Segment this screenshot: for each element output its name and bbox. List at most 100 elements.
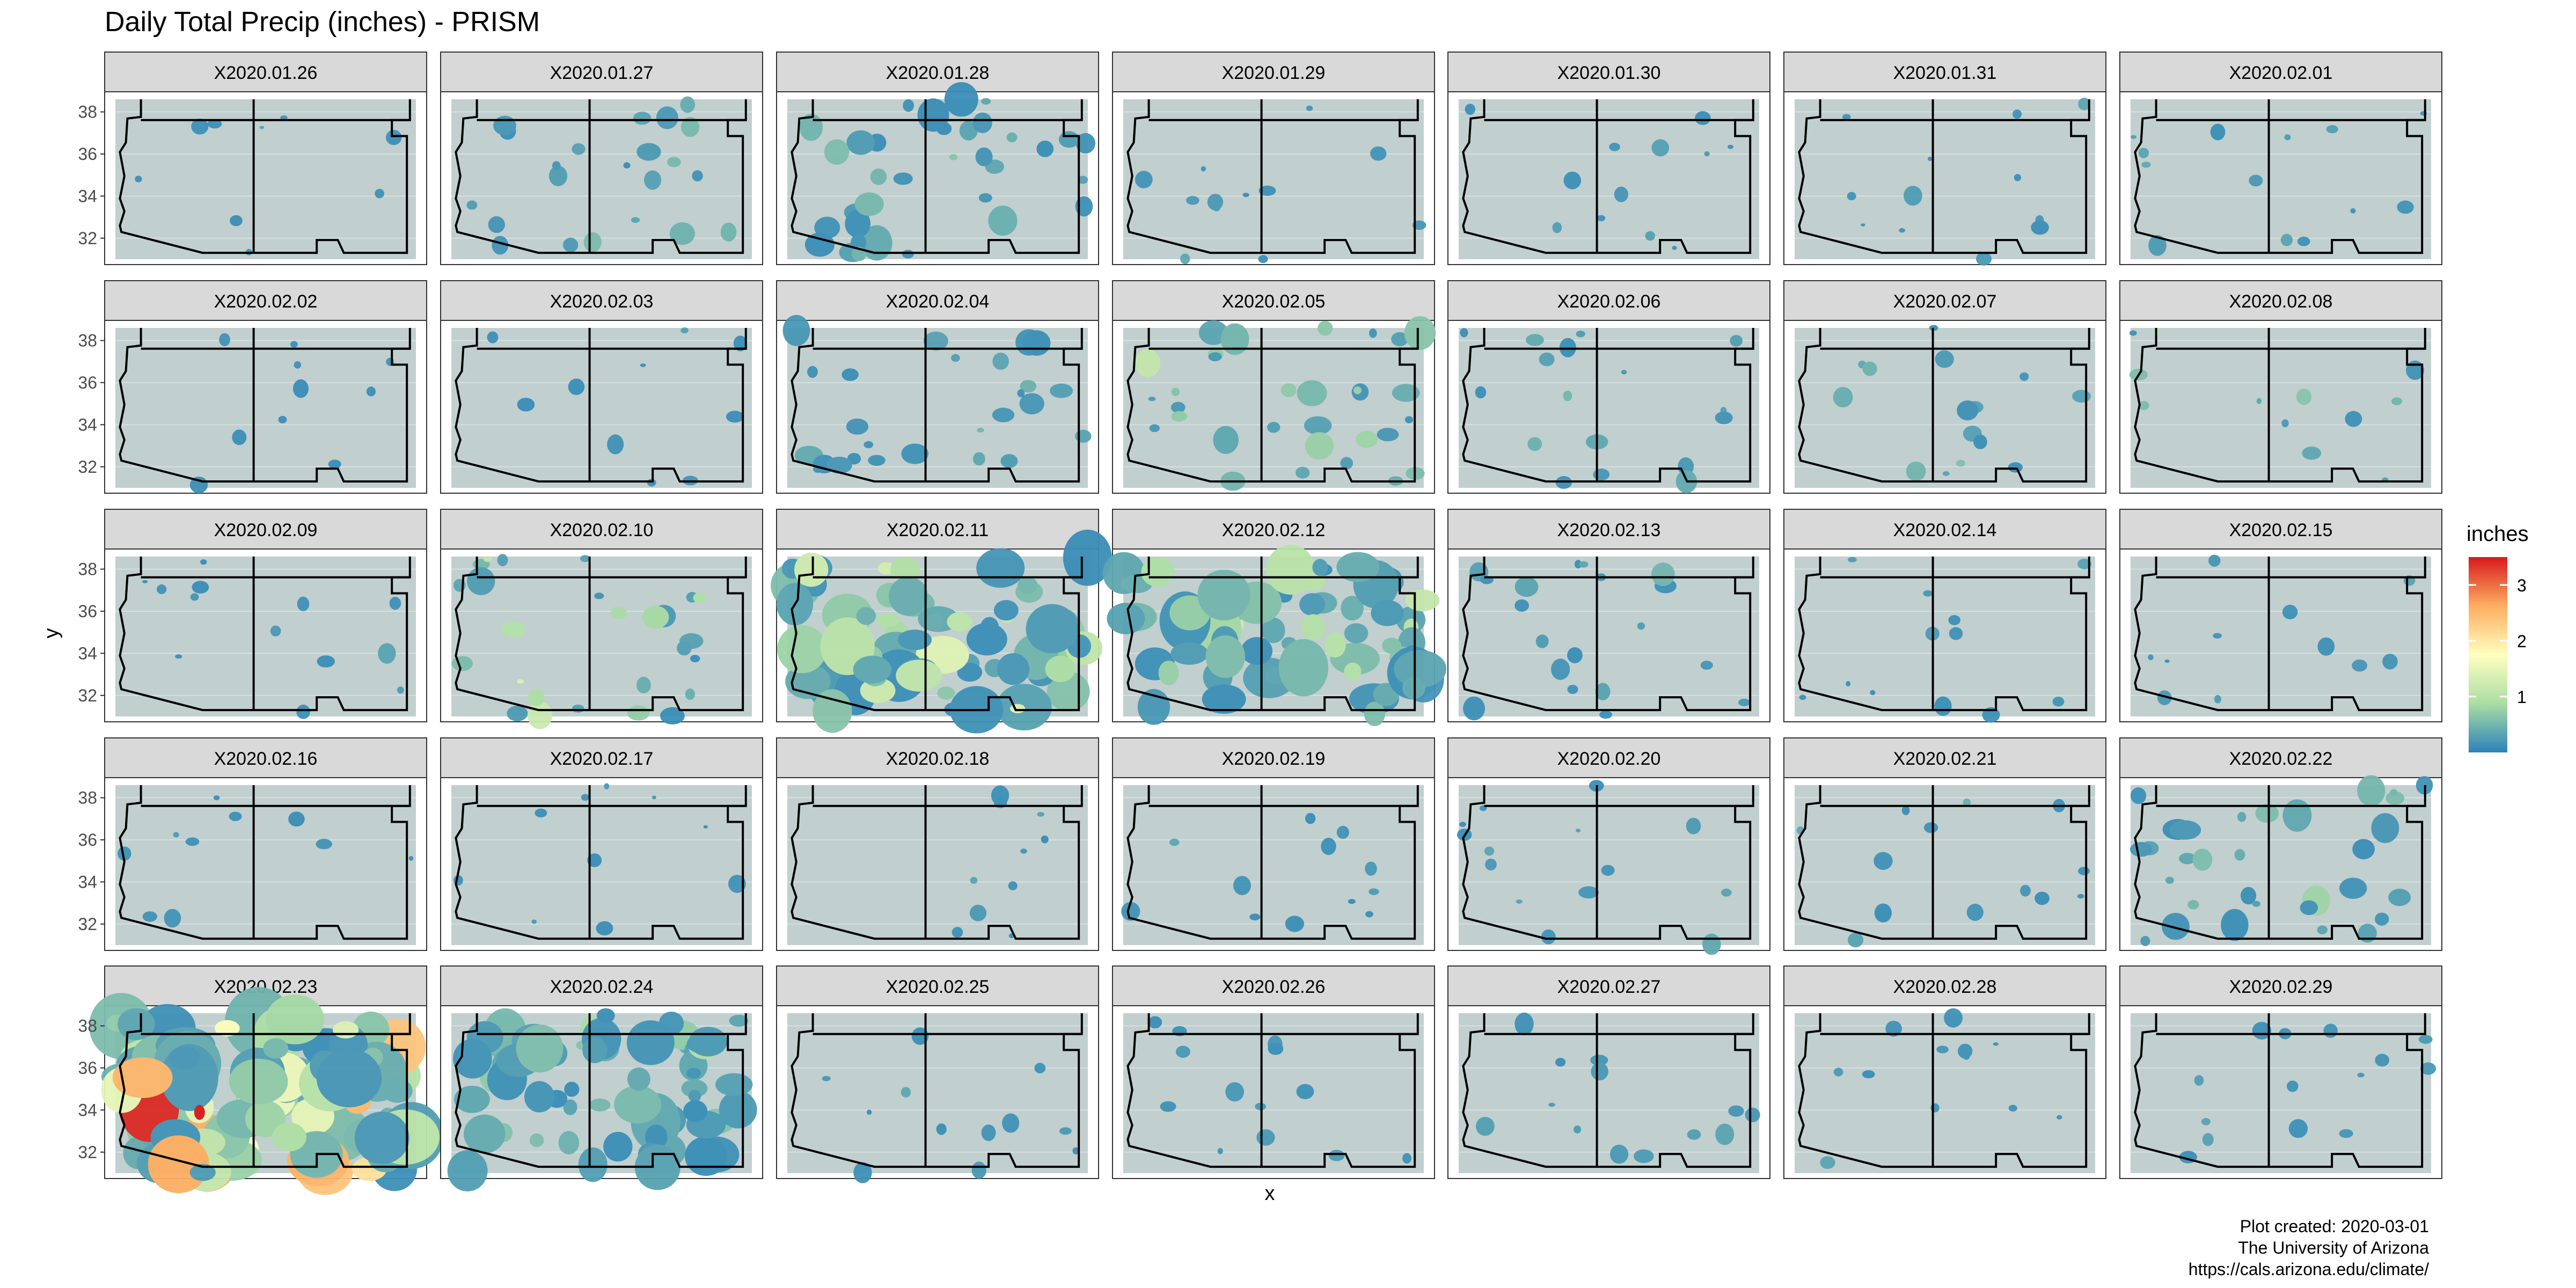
precip-cell — [1296, 1084, 1314, 1100]
precip-cell — [898, 630, 932, 650]
facet-strip — [104, 509, 427, 550]
precip-cell — [2164, 659, 2170, 663]
facet-label: X2020.02.02 — [214, 291, 318, 312]
precip-cell — [1460, 328, 1468, 338]
precip-cell — [1299, 593, 1326, 616]
precip-cell — [719, 1091, 757, 1129]
precip-cell — [296, 704, 310, 719]
precip-cell — [582, 1037, 608, 1063]
precip-cell — [214, 1020, 240, 1037]
precip-cell — [1369, 328, 1377, 338]
precip-cell — [2078, 97, 2090, 111]
precip-cell — [957, 663, 983, 682]
precip-cell — [2339, 877, 2367, 899]
precip-cell — [1567, 647, 1583, 663]
y-tick-label: 32 — [78, 686, 97, 705]
precip-cell — [2148, 654, 2154, 661]
precip-cell — [853, 655, 892, 684]
precip-cell — [1514, 599, 1529, 612]
precip-cell — [1942, 471, 1950, 476]
facet-strip — [1447, 52, 1770, 92]
precip-cell — [604, 783, 610, 789]
facet-strip — [440, 965, 763, 1006]
precip-cell — [1687, 1129, 1701, 1140]
precip-cell — [1225, 1082, 1245, 1102]
facet-panel: X2020.02.21 — [1783, 737, 2106, 951]
map-background — [115, 557, 416, 716]
precip-cell — [2420, 1062, 2436, 1075]
precip-cell — [626, 1020, 675, 1065]
y-tick-label: 36 — [78, 830, 97, 850]
precip-cell — [1904, 186, 1922, 206]
y-tick-label: 34 — [78, 415, 97, 434]
precip-cell — [142, 580, 148, 583]
precip-cell — [389, 597, 401, 610]
y-tick-label: 36 — [78, 602, 97, 621]
precip-cell — [901, 443, 929, 464]
arizona-border — [1126, 1013, 1262, 1168]
facet-panel: X2020.01.28 — [776, 52, 1099, 265]
precip-cell — [2201, 1118, 2211, 1125]
precip-cell — [596, 921, 613, 936]
precip-cell — [667, 157, 681, 167]
precip-cell — [688, 1089, 701, 1102]
precip-cell — [1356, 431, 1378, 448]
precip-cell — [1885, 1021, 1902, 1037]
precip-cell — [870, 169, 887, 185]
precip-cell — [692, 170, 703, 182]
precip-cell — [972, 112, 992, 134]
precip-field — [1842, 97, 2090, 266]
precip-cell — [516, 1024, 564, 1073]
precip-cell — [896, 660, 942, 692]
precip-cell — [229, 811, 242, 821]
precip-cell — [190, 593, 199, 601]
precip-cell — [1833, 387, 1853, 408]
precip-cell — [2391, 397, 2403, 406]
precip-cell — [1715, 411, 1733, 425]
precip-cell — [189, 1163, 216, 1181]
precip-cell — [634, 1144, 680, 1190]
precip-cell — [1936, 1045, 1949, 1053]
precip-cell — [1285, 916, 1304, 932]
precip-cell — [656, 106, 678, 129]
precip-cell — [531, 919, 537, 924]
precip-cell — [1050, 383, 1073, 398]
precip-cell — [1365, 861, 1377, 876]
precip-cell — [2317, 925, 2328, 934]
facet-strip — [776, 737, 1099, 778]
map-background — [1459, 99, 1759, 259]
facet-panel: X2020.02.28 — [1783, 965, 2106, 1179]
precip-cell — [378, 643, 396, 664]
precip-cell — [385, 129, 402, 145]
facet-label: X2020.01.27 — [550, 63, 654, 83]
facet-panel: X2020.02.17 — [440, 737, 763, 951]
precip-cell — [528, 689, 545, 706]
precip-cell — [1861, 223, 1865, 226]
precip-cell — [1651, 562, 1675, 586]
precip-cell — [2078, 867, 2090, 875]
precip-cell — [2382, 654, 2398, 670]
precip-cell — [846, 418, 869, 435]
facet-label: X2020.02.25 — [886, 977, 990, 997]
precip-cell — [636, 676, 651, 693]
precip-cell — [863, 441, 874, 449]
facet-panel: X2020.02.15 — [2119, 509, 2442, 722]
precip-cell — [2077, 558, 2092, 569]
y-tick-label: 36 — [78, 144, 97, 164]
arizona-border — [1126, 785, 1262, 940]
precip-cell — [1949, 627, 1963, 640]
precip-cell — [1535, 634, 1549, 648]
precip-cell — [1175, 1045, 1190, 1058]
arizona-border — [1126, 557, 1262, 712]
precip-field — [189, 333, 394, 494]
precip-cell — [1593, 469, 1610, 481]
precip-cell — [1020, 380, 1037, 393]
precip-cell — [191, 118, 209, 135]
precip-cell — [1601, 865, 1615, 876]
arizona-border — [2134, 557, 2269, 712]
precip-cell — [297, 596, 310, 611]
map-background — [2131, 557, 2431, 716]
facet-label: X2020.02.09 — [214, 520, 318, 540]
precip-cell — [813, 689, 852, 733]
facet-label: X2020.01.30 — [1557, 63, 1661, 83]
